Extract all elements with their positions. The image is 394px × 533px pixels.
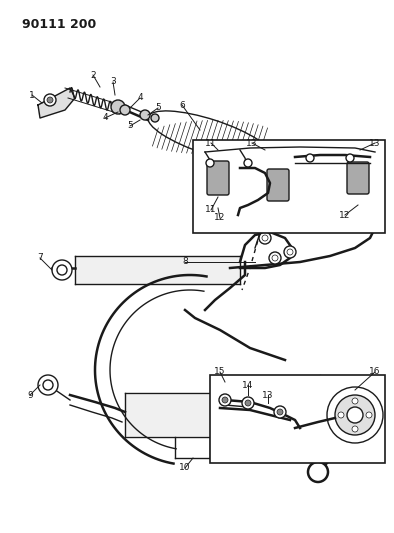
Circle shape xyxy=(272,255,278,261)
Polygon shape xyxy=(38,88,75,118)
Circle shape xyxy=(287,249,293,255)
Text: 5: 5 xyxy=(155,103,161,112)
Circle shape xyxy=(111,100,125,114)
Circle shape xyxy=(57,265,67,275)
Circle shape xyxy=(52,260,72,280)
Circle shape xyxy=(206,159,214,167)
Circle shape xyxy=(244,159,252,167)
Circle shape xyxy=(352,398,358,404)
Circle shape xyxy=(366,412,372,418)
Text: 3: 3 xyxy=(110,77,116,86)
Circle shape xyxy=(47,97,53,103)
Circle shape xyxy=(242,397,254,409)
Text: 90111 200: 90111 200 xyxy=(22,18,96,31)
Circle shape xyxy=(274,406,286,418)
Bar xyxy=(210,375,385,463)
Ellipse shape xyxy=(148,111,272,163)
Circle shape xyxy=(259,232,271,244)
Text: 11: 11 xyxy=(205,139,217,148)
Text: 4: 4 xyxy=(102,114,108,123)
Circle shape xyxy=(306,154,314,162)
Circle shape xyxy=(269,252,281,264)
Text: 10: 10 xyxy=(179,464,191,472)
Text: 11: 11 xyxy=(205,206,217,214)
Text: 14: 14 xyxy=(242,381,254,390)
Circle shape xyxy=(277,409,283,415)
Text: 16: 16 xyxy=(369,367,381,376)
Circle shape xyxy=(335,395,375,435)
Text: 15: 15 xyxy=(214,367,226,376)
Circle shape xyxy=(38,375,58,395)
Circle shape xyxy=(140,110,150,120)
Circle shape xyxy=(327,387,383,443)
Circle shape xyxy=(222,397,228,403)
Text: 8: 8 xyxy=(182,257,188,266)
Circle shape xyxy=(352,426,358,432)
Circle shape xyxy=(44,94,56,106)
Text: 13: 13 xyxy=(369,139,381,148)
Text: 6: 6 xyxy=(179,101,185,109)
Text: 1: 1 xyxy=(29,91,35,100)
Text: 5: 5 xyxy=(127,122,133,131)
Text: 2: 2 xyxy=(90,70,96,79)
Text: 4: 4 xyxy=(137,93,143,102)
Circle shape xyxy=(308,462,328,482)
Circle shape xyxy=(284,246,296,258)
Bar xyxy=(193,140,385,233)
Text: 12: 12 xyxy=(339,211,351,220)
FancyBboxPatch shape xyxy=(267,169,289,201)
Text: 12: 12 xyxy=(214,214,226,222)
Text: 13: 13 xyxy=(262,391,274,400)
Circle shape xyxy=(120,105,130,115)
Text: 13: 13 xyxy=(246,139,258,148)
FancyBboxPatch shape xyxy=(207,161,229,195)
Circle shape xyxy=(245,400,251,406)
Circle shape xyxy=(262,235,268,241)
Circle shape xyxy=(338,412,344,418)
Circle shape xyxy=(347,407,363,423)
Circle shape xyxy=(43,380,53,390)
Text: 7: 7 xyxy=(37,254,43,262)
Circle shape xyxy=(219,394,231,406)
Circle shape xyxy=(151,114,159,122)
Circle shape xyxy=(346,154,354,162)
FancyBboxPatch shape xyxy=(347,162,369,194)
Text: 9: 9 xyxy=(27,391,33,400)
